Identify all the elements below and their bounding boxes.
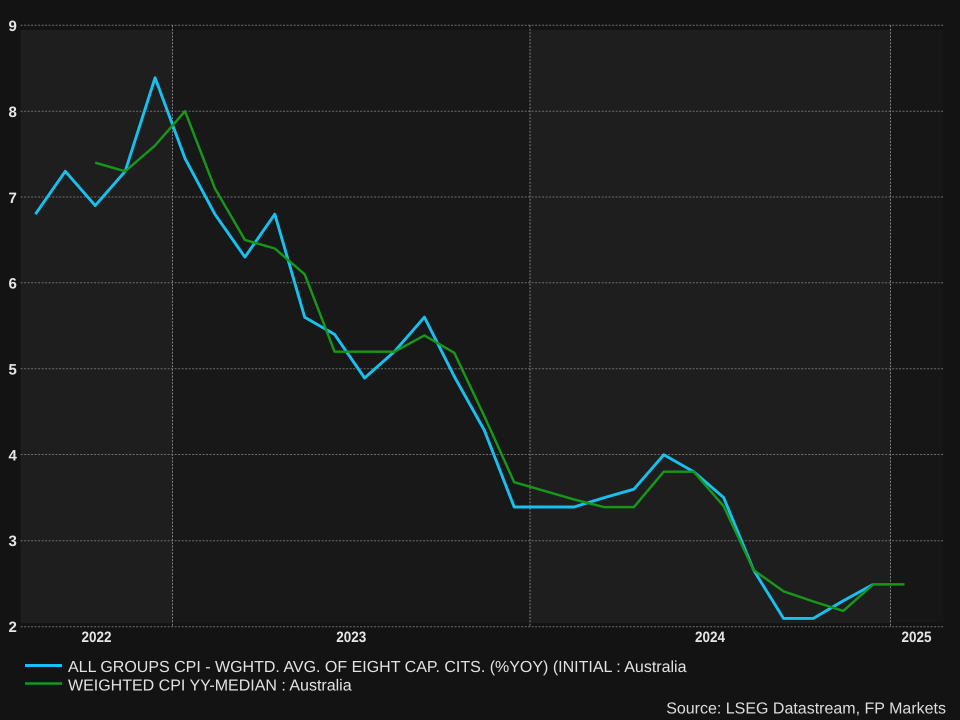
svg-text:Source: LSEG Datastream, FP Ma: Source: LSEG Datastream, FP Markets — [666, 701, 946, 718]
svg-text:7: 7 — [9, 190, 17, 207]
svg-text:ALL GROUPS CPI - WGHTD. AVG. O: ALL GROUPS CPI - WGHTD. AVG. OF EIGHT CA… — [68, 659, 687, 676]
svg-text:2024: 2024 — [695, 629, 726, 646]
svg-text:WEIGHTED CPI YY-MEDIAN : Austr: WEIGHTED CPI YY-MEDIAN : Australia — [68, 678, 352, 695]
svg-text:2: 2 — [9, 619, 17, 636]
svg-text:8: 8 — [9, 104, 17, 121]
svg-text:5: 5 — [9, 362, 17, 379]
svg-text:9: 9 — [9, 18, 17, 35]
svg-text:2022: 2022 — [82, 629, 112, 646]
svg-text:2023: 2023 — [336, 629, 366, 646]
svg-text:2025: 2025 — [902, 629, 932, 646]
svg-text:6: 6 — [9, 276, 17, 293]
svg-text:4: 4 — [9, 447, 18, 464]
svg-text:3: 3 — [9, 533, 17, 550]
